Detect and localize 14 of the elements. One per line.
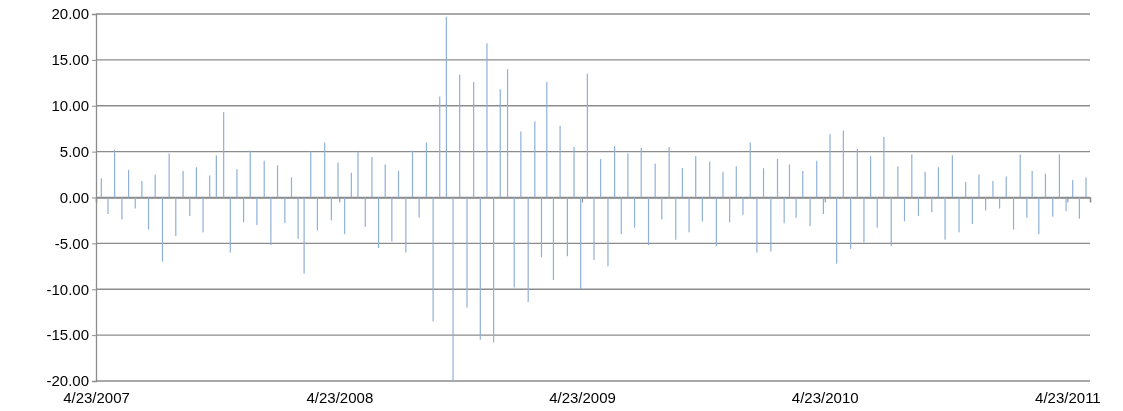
y-tick-label: -15.00 — [46, 326, 89, 344]
y-tick-label: 15.00 — [51, 51, 89, 69]
x-tick-label: 4/23/2007 — [63, 389, 130, 406]
x-tick-label: 4/23/2011 — [1035, 389, 1101, 406]
y-tick-label: -20.00 — [46, 372, 89, 390]
y-tick-label: 0.00 — [59, 188, 89, 206]
y-tick-label: 5.00 — [59, 142, 89, 160]
y-tick-label: -10.00 — [46, 280, 89, 298]
x-tick-label: 4/23/2008 — [306, 389, 374, 406]
x-tick-label: 4/23/2010 — [791, 389, 859, 406]
y-tick-label: -5.00 — [54, 234, 89, 252]
y-tick-label: 10.00 — [51, 97, 89, 115]
y-tick-label: 20.00 — [51, 5, 89, 23]
x-tick-label: 4/23/2009 — [549, 389, 616, 406]
